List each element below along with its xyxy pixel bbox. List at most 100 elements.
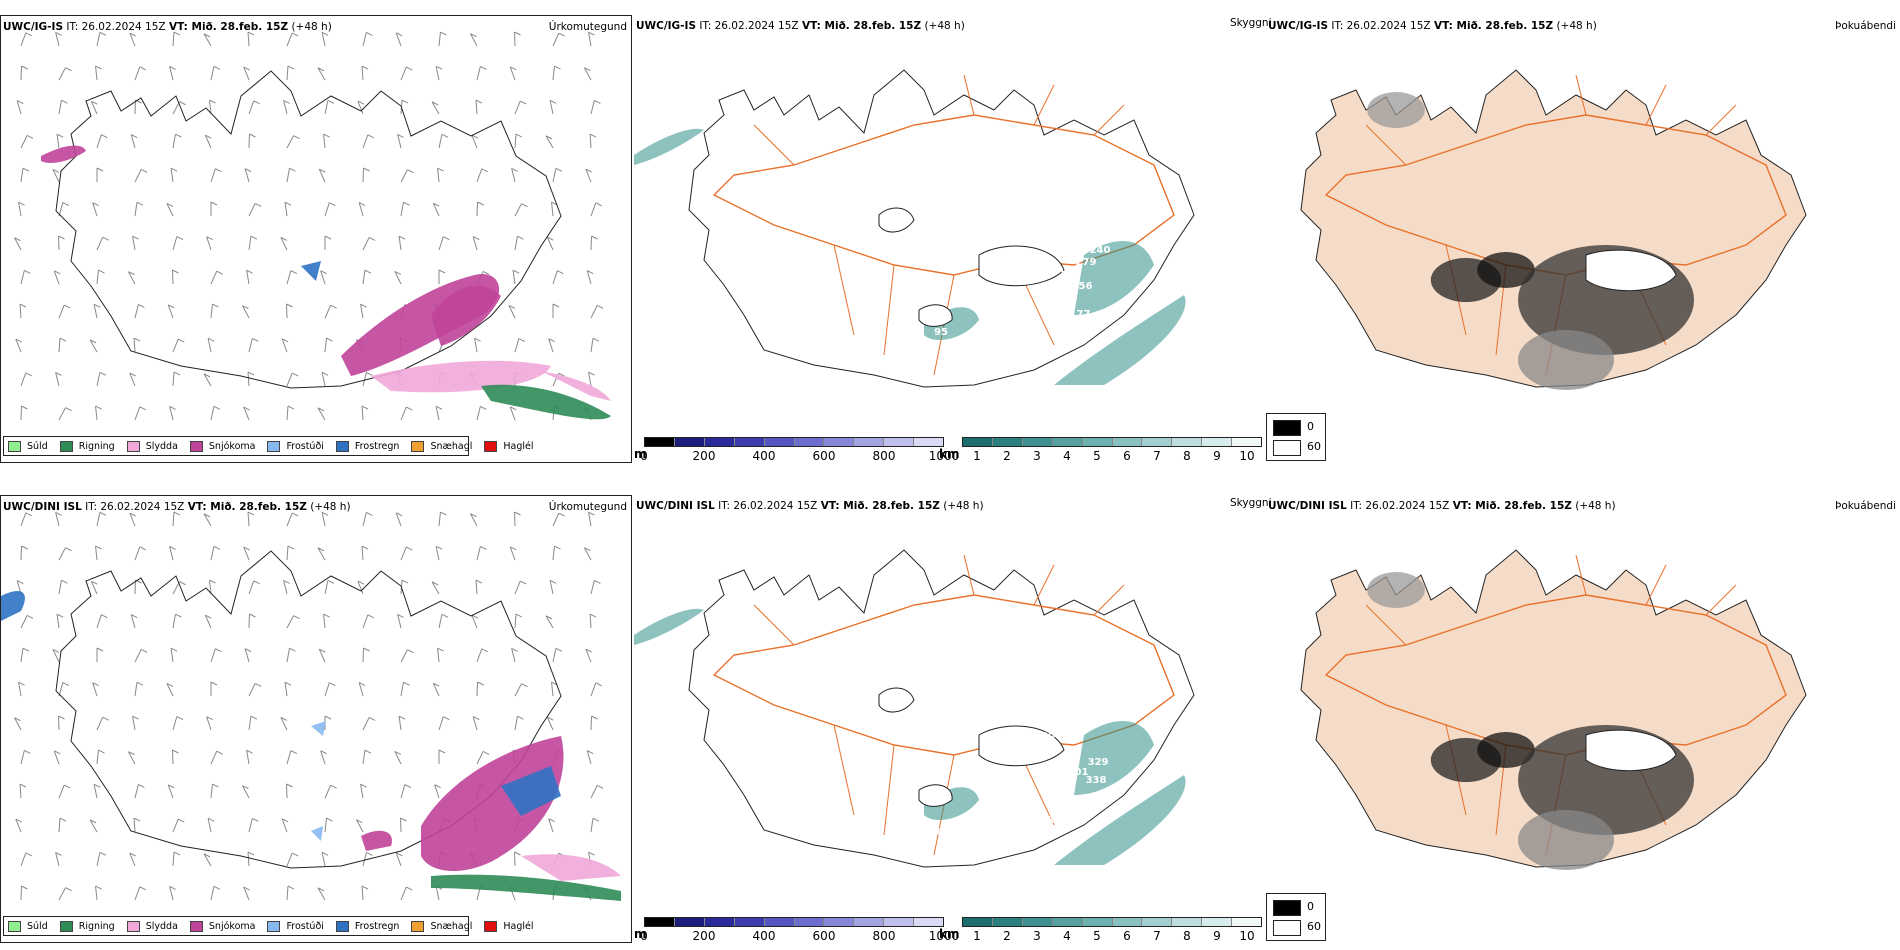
wind-barb-tick xyxy=(102,716,109,721)
legend-swatch xyxy=(484,920,498,932)
wind-barb-tick xyxy=(317,887,325,892)
wind-barb xyxy=(96,270,99,285)
fog-swatch xyxy=(1273,920,1301,936)
wind-barb-tick xyxy=(178,818,185,823)
wind-barb-tick xyxy=(205,134,212,139)
wind-barb xyxy=(286,545,289,561)
wind-barb xyxy=(95,406,98,421)
wind-barb xyxy=(514,338,520,353)
wind-barb-tick xyxy=(99,851,107,856)
wind-barb xyxy=(280,717,288,731)
wind-barb xyxy=(286,615,295,629)
wind-barb xyxy=(207,338,212,353)
road xyxy=(1645,564,1667,606)
wind-barb xyxy=(400,169,409,183)
wind-barb xyxy=(58,784,65,799)
wind-barb xyxy=(400,406,407,421)
wind-barb-tick xyxy=(555,167,563,172)
wind-barb-tick xyxy=(477,681,484,686)
wind-barb-tick xyxy=(549,579,557,584)
wind-barb-tick xyxy=(95,885,102,890)
wind-barb xyxy=(244,168,250,183)
wind-barb xyxy=(244,648,250,663)
wind-barb-tick xyxy=(139,546,147,551)
wind-barb-tick xyxy=(366,371,373,376)
cloud-height-label: 85 xyxy=(922,711,936,722)
wind-barb-tick xyxy=(25,512,33,517)
wind-barb xyxy=(172,614,176,629)
wind-barb xyxy=(16,100,22,115)
wind-barb xyxy=(210,784,213,799)
colorbar-tick: 8 xyxy=(1183,929,1191,943)
panel-header: UWC/DINI ISL IT: 26.02.2024 15Z VT: Mið.… xyxy=(636,500,984,512)
fog-swatch xyxy=(1273,440,1301,456)
wind-barb xyxy=(434,784,440,799)
wind-barb-tick xyxy=(175,613,182,618)
wind-barb-tick xyxy=(247,31,255,36)
wind-barb-tick xyxy=(242,785,249,790)
wind-barb-tick xyxy=(475,579,483,584)
colorbar-tick: 1000 xyxy=(928,449,960,463)
wind-barb xyxy=(167,784,174,799)
colorbar-tick: 9 xyxy=(1213,929,1221,943)
wind-barb-tick xyxy=(139,886,147,891)
wind-barb xyxy=(133,817,136,833)
wind-barb xyxy=(437,648,440,663)
legend-swatch xyxy=(189,920,203,932)
colorbar-cell xyxy=(674,438,705,446)
wind-barb-tick xyxy=(437,647,444,652)
wind-barb-tick xyxy=(437,167,444,172)
wind-barb xyxy=(172,134,176,149)
wind-barb xyxy=(204,135,212,149)
wind-barb-tick xyxy=(397,613,404,618)
wind-barb-tick xyxy=(404,784,412,788)
wind-barb-tick xyxy=(360,783,367,788)
visibility-panel-row2: UWC/DINI ISL IT: 26.02.2024 15Z VT: Mið.… xyxy=(634,495,1272,943)
wind-barb-tick xyxy=(358,202,366,206)
wind-barb xyxy=(127,271,136,285)
wind-barb-tick xyxy=(24,269,31,274)
wind-barb-tick xyxy=(176,716,184,720)
wind-barb-tick xyxy=(480,405,487,410)
wind-barb xyxy=(172,511,175,527)
wind-barb xyxy=(361,885,364,901)
wind-barb xyxy=(95,546,98,561)
wind-barb-tick xyxy=(361,885,369,890)
colorbar-tick: 5 xyxy=(1093,929,1101,943)
wind-barb-tick xyxy=(98,269,105,274)
wind-barb-tick xyxy=(321,511,329,516)
wind-barb-tick xyxy=(281,818,289,823)
precip-area-rain xyxy=(431,874,621,901)
wind-barb-tick xyxy=(321,851,329,856)
fog-index-area xyxy=(1477,732,1535,768)
wind-barb-tick xyxy=(509,546,517,551)
wind-barb-tick xyxy=(95,545,102,550)
wind-barb-tick xyxy=(203,853,211,858)
wind-barb-tick xyxy=(554,545,561,550)
height-colorbar: 0 200 400 600 800 1000 xyxy=(640,917,959,947)
panel-title-visibility: Skyggni xyxy=(1230,497,1272,509)
wind-barb xyxy=(318,649,326,663)
wind-barb-tick xyxy=(592,337,600,342)
wind-barb xyxy=(509,66,516,81)
wind-barb xyxy=(210,546,215,561)
wind-barb-tick xyxy=(398,715,406,720)
wind-barb-tick xyxy=(175,133,182,138)
wind-barb xyxy=(166,683,174,697)
wind-barb-tick xyxy=(368,716,376,721)
wind-barb-tick xyxy=(433,202,440,207)
legend-label: Rigning xyxy=(78,440,115,452)
wind-barb xyxy=(324,100,329,115)
wind-barb-tick xyxy=(557,270,564,275)
wind-barb-tick xyxy=(99,371,107,376)
wind-barb xyxy=(20,270,25,285)
wind-barb-tick xyxy=(203,33,211,38)
wind-barb xyxy=(170,168,174,183)
wind-barb xyxy=(320,750,326,765)
panel-header: UWC/DINI ISL IT: 26.02.2024 15Z VT: Mið.… xyxy=(3,501,351,513)
wind-barb-tick xyxy=(128,271,135,276)
wind-barb-tick xyxy=(65,407,72,412)
road xyxy=(1705,584,1737,616)
wind-barb-tick xyxy=(287,885,295,890)
